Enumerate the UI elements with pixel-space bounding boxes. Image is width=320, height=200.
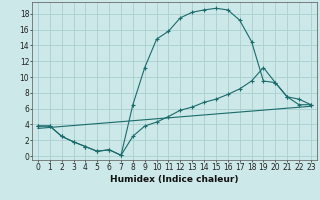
X-axis label: Humidex (Indice chaleur): Humidex (Indice chaleur) xyxy=(110,175,239,184)
